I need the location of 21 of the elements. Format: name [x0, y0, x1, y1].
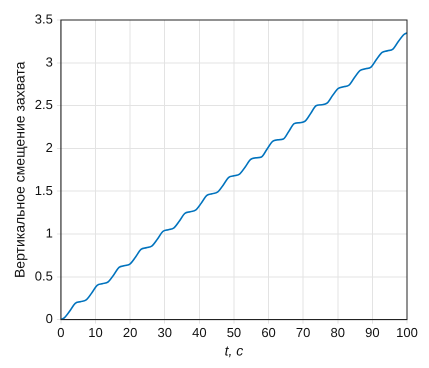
y-tick-label: 1	[46, 226, 53, 241]
x-tick-label: 90	[365, 324, 380, 340]
x-tick-label: 60	[261, 324, 276, 340]
y-tick-label: 0.5	[34, 268, 53, 284]
y-tick-label: 3.5	[34, 12, 53, 27]
x-tick-label: 10	[88, 324, 103, 340]
y-tick-label: 1.5	[34, 182, 53, 198]
x-tick-label: 20	[122, 324, 138, 340]
y-tick-label: 2.5	[34, 97, 53, 112]
y-tick-label: 3	[46, 54, 53, 70]
x-tick-label: 100	[396, 324, 418, 340]
x-tick-label: 70	[296, 324, 310, 340]
x-tick-label: 0	[57, 324, 64, 340]
y-tick-label: 2	[46, 140, 53, 155]
x-tick-label: 30	[157, 324, 172, 340]
y-axis-title: Вертикальное смещение захвата	[11, 61, 28, 278]
x-tick-label: 40	[192, 324, 207, 340]
x-axis-title: t, с	[224, 342, 244, 358]
x-tick-label: 80	[330, 324, 346, 340]
x-tick-label: 50	[226, 324, 242, 340]
y-tick-label: 0	[46, 311, 53, 326]
